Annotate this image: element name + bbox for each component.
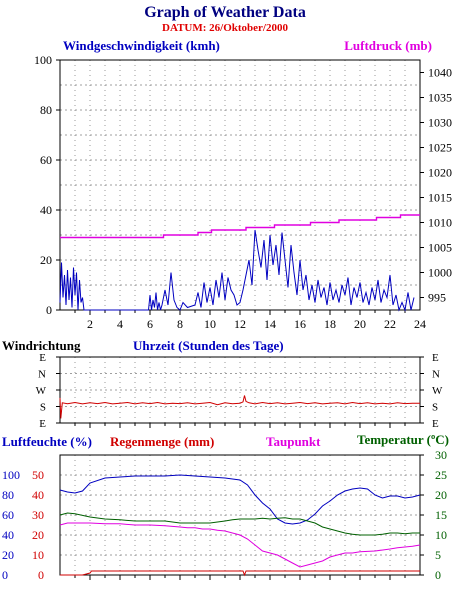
direction-tick-label: N (432, 369, 440, 381)
wind-speed-tick-label: 20 (40, 253, 52, 267)
wind-speed-tick-label: 40 (40, 203, 52, 217)
hour-tick-label: 18 (324, 317, 336, 331)
rain-tick-label: 20 (32, 528, 44, 542)
direction-tick-label: E (39, 418, 46, 430)
pressure-tick-label: 1000 (428, 266, 452, 280)
direction-tick-label: E (432, 352, 439, 364)
humidity-tick-label: 40 (2, 528, 14, 542)
hour-tick-label: 8 (177, 317, 183, 331)
temperature-tick-label: 20 (435, 488, 447, 502)
temperature-tick-label: 10 (435, 528, 447, 542)
direction-tick-label: S (432, 402, 438, 414)
pressure-tick-label: 1025 (428, 141, 452, 155)
rain-tick-label: 50 (32, 468, 44, 482)
hour-tick-label: 22 (384, 317, 396, 331)
wind-speed-tick-label: 100 (34, 53, 52, 67)
pressure-series-line (60, 214, 420, 239)
chart-title: Graph of Weather Data (144, 4, 306, 21)
pressure-tick-label: 1010 (428, 216, 452, 230)
dewpoint-axis-label: Taupunkt (266, 434, 321, 449)
direction-tick-label: W (432, 385, 443, 397)
pressure-tick-label: 1040 (428, 66, 452, 80)
humidity-tick-label: 100 (2, 468, 20, 482)
temperature-tick-label: 25 (435, 468, 447, 482)
hour-tick-label: 16 (294, 317, 306, 331)
humidity-tick-label: 0 (2, 568, 8, 582)
chart-marks: 0204060801009951000100510101015102010251… (2, 53, 452, 582)
rain-axis-label: Regenmenge (mm) (110, 434, 214, 449)
temperature-series-line (59, 512, 420, 536)
temperature-tick-label: 0 (435, 568, 441, 582)
hour-tick-label: 20 (354, 317, 366, 331)
time-axis-label: Uhrzeit (Stunden des Tage) (133, 338, 284, 353)
rain-tick-label: 10 (32, 548, 44, 562)
humidity-tick-label: 20 (2, 548, 14, 562)
rain-tick-label: 0 (38, 568, 44, 582)
pressure-tick-label: 1020 (428, 166, 452, 180)
pressure-tick-label: 1035 (428, 91, 452, 105)
hour-tick-label: 12 (234, 317, 246, 331)
direction-tick-label: W (36, 385, 47, 397)
chart-subtitle: DATUM: 26/Oktober/2000 (162, 22, 288, 34)
direction-tick-label: E (39, 352, 46, 364)
rain-tick-label: 30 (32, 508, 44, 522)
temperature-axis-label: Temperatur (ºC) (357, 432, 449, 447)
hour-tick-label: 14 (264, 317, 276, 331)
wind-speed-series-line (59, 229, 415, 312)
wind-speed-tick-label: 0 (46, 303, 52, 317)
wind-direction-series-line (59, 395, 420, 419)
hour-tick-label: 10 (204, 317, 216, 331)
pressure-tick-label: 995 (428, 291, 446, 305)
pressure-axis-label: Luftdruck (mb) (344, 38, 432, 53)
rain-tick-label: 40 (32, 488, 44, 502)
hour-tick-label: 24 (414, 317, 426, 331)
humidity-tick-label: 80 (2, 488, 14, 502)
pressure-tick-label: 1030 (428, 116, 452, 130)
direction-tick-label: E (432, 418, 439, 430)
dewpoint-series-line (59, 522, 421, 568)
hour-tick-label: 6 (147, 317, 153, 331)
pressure-tick-label: 1015 (428, 191, 452, 205)
direction-tick-label: S (40, 402, 46, 414)
temperature-tick-label: 5 (435, 548, 441, 562)
hour-tick-label: 2 (87, 317, 93, 331)
wind-speed-axis-label: Windgeschwindigkeit (kmh) (63, 38, 220, 53)
humidity-tick-label: 60 (2, 508, 14, 522)
direction-tick-label: N (38, 369, 46, 381)
wind-direction-label: Windrichtung (2, 338, 81, 353)
wind-speed-tick-label: 80 (40, 103, 52, 117)
temperature-tick-label: 30 (435, 448, 447, 462)
hour-tick-label: 4 (117, 317, 123, 331)
pressure-tick-label: 1005 (428, 241, 452, 255)
humidity-series-line (59, 474, 421, 525)
wind-speed-tick-label: 60 (40, 153, 52, 167)
rain-series-line (60, 570, 420, 577)
humidity-axis-label: Luftfeuchte (%) (2, 434, 92, 449)
temperature-tick-label: 15 (435, 508, 447, 522)
